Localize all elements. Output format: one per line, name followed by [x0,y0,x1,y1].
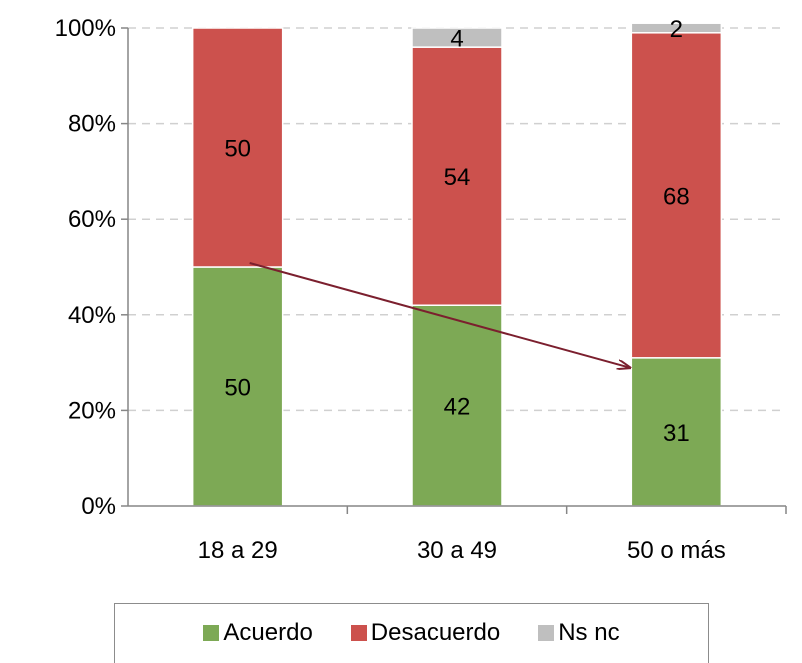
legend-swatch [538,624,555,641]
legend-label: Acuerdo [223,618,313,646]
bar-segment-acuerdo [411,304,503,507]
bar-segment-desacuerdo [191,27,284,268]
y-tick-label: 60% [68,206,116,233]
data-label: 42 [444,394,471,421]
bar-segment-acuerdo [630,357,723,507]
data-label: 50 [224,136,251,163]
bar-segment-desacuerdo [630,32,723,359]
bar-segment-desacuerdo [411,46,503,306]
y-tick-label: 80% [68,111,116,138]
axes [121,27,787,514]
legend-swatch [203,624,220,641]
y-tick-label: 40% [68,302,116,329]
data-label: 54 [444,164,471,191]
legend: Acuerdo Desacuerdo Ns nc [114,603,709,663]
bar-segment-ns-nc [630,22,723,34]
legend-item-ns-nc: Ns nc [538,618,620,647]
x-tick-label: 30 a 49 [417,537,497,564]
bar-segment-ns-nc [411,27,503,48]
legend-label: Desacuerdo [370,618,501,646]
legend-swatch [350,624,367,641]
data-label: 4 [450,26,463,53]
bars [191,22,723,507]
legend-label: Ns nc [558,618,620,646]
x-tick-label: 18 a 29 [198,537,278,564]
y-tick-label: 20% [68,397,116,424]
trend-arrow [249,262,631,368]
legend-item-desacuerdo: Desacuerdo [350,618,501,647]
y-tick-label: 100% [55,15,116,42]
data-label: 31 [663,420,690,447]
legend-item-acuerdo: Acuerdo [203,618,313,647]
trend-arrow-line [249,262,631,368]
data-label: 68 [663,183,690,210]
data-label: 50 [224,375,251,402]
y-tick-label: 0% [81,493,116,520]
bar-segment-acuerdo [191,266,284,507]
x-tick-label: 50 o más [627,537,726,564]
data-label: 2 [670,16,683,43]
